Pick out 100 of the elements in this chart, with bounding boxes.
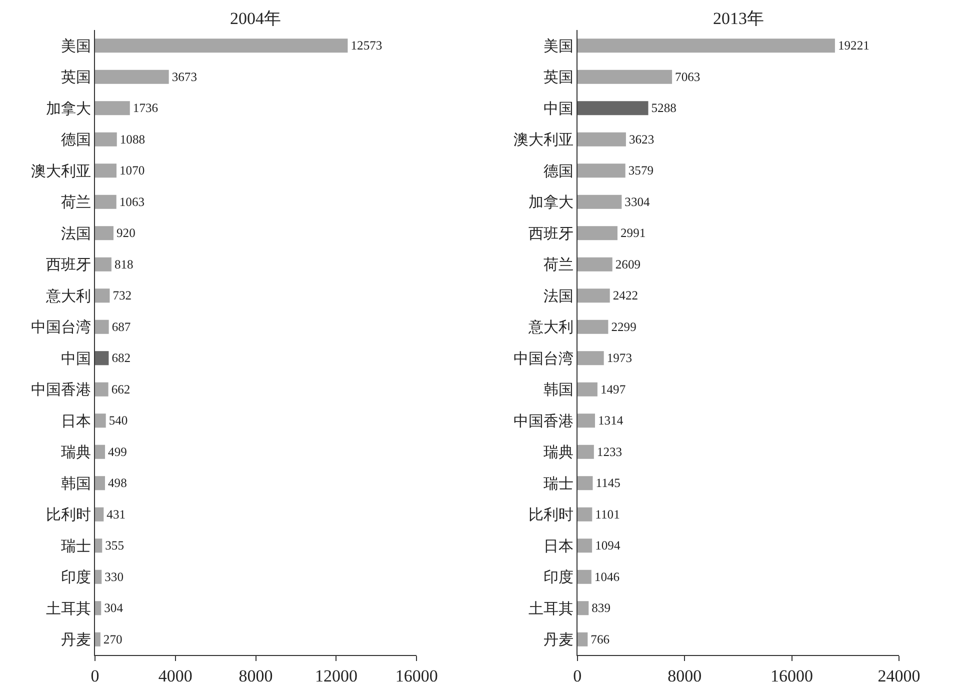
y-tick-label: 土耳其	[46, 599, 91, 618]
y-tick-label: 英国	[61, 68, 91, 86]
bar	[95, 38, 348, 53]
data-label: 499	[108, 444, 127, 459]
bar	[577, 601, 589, 616]
y-tick-label: 日本	[61, 412, 91, 430]
data-label: 3304	[624, 194, 651, 209]
x-tick-label: 4000	[158, 666, 192, 686]
chart-title: 2013年	[713, 9, 764, 28]
y-tick-label: 荷兰	[543, 256, 574, 274]
bar	[577, 632, 588, 646]
bar	[577, 288, 610, 303]
bar	[577, 226, 618, 240]
bar	[95, 507, 104, 522]
bar	[95, 226, 114, 240]
data-label: 818	[114, 257, 134, 272]
data-label: 19221	[838, 38, 870, 53]
y-tick-label: 中国	[61, 349, 91, 368]
data-label: 12573	[350, 38, 382, 53]
bar	[95, 70, 169, 84]
bar	[577, 538, 592, 553]
bar	[95, 351, 109, 366]
x-tick-label: 16000	[395, 666, 438, 686]
data-label: 3673	[172, 70, 197, 84]
bar	[95, 101, 130, 116]
data-label: 1094	[595, 538, 621, 553]
bar	[95, 288, 110, 303]
data-label: 1088	[120, 132, 146, 146]
data-label: 540	[108, 414, 128, 428]
bar	[577, 132, 626, 146]
y-tick-label: 澳大利亚	[31, 162, 91, 180]
x-tick-label: 8000	[668, 666, 702, 686]
y-tick-label: 韩国	[543, 380, 574, 399]
bar	[577, 164, 626, 178]
data-label: 498	[108, 476, 127, 490]
bar	[577, 70, 672, 84]
data-label: 7063	[675, 70, 700, 84]
data-label: 5288	[651, 101, 676, 116]
data-label: 1736	[132, 101, 158, 116]
y-tick-label: 中国台湾	[31, 318, 91, 336]
data-label: 270	[103, 632, 122, 646]
data-label: 1973	[606, 351, 632, 366]
data-label: 662	[111, 382, 130, 396]
bar	[95, 444, 106, 459]
bar	[577, 570, 592, 584]
y-tick-label: 澳大利亚	[513, 130, 574, 149]
y-tick-label: 比利时	[46, 506, 91, 524]
bar	[577, 257, 612, 272]
data-label: 687	[112, 320, 131, 334]
data-label: 1233	[596, 444, 622, 459]
y-tick-label: 德国	[61, 130, 91, 149]
y-tick-label: 瑞士	[61, 536, 91, 555]
y-tick-label: 比利时	[528, 506, 574, 524]
y-tick-label: 中国香港	[31, 380, 91, 399]
data-label: 839	[592, 601, 611, 616]
bar	[95, 257, 112, 272]
data-label: 1046	[594, 570, 620, 584]
y-tick-label: 意大利	[527, 318, 574, 336]
x-tick-label: 24000	[878, 666, 920, 686]
y-tick-label: 法国	[543, 286, 574, 305]
y-tick-label: 印度	[61, 568, 91, 586]
data-label: 2609	[615, 257, 641, 272]
bar	[577, 351, 604, 366]
y-tick-label: 中国	[543, 99, 574, 118]
x-tick-label: 12000	[314, 666, 358, 686]
bar	[577, 414, 596, 428]
data-label: 2299	[611, 320, 636, 334]
data-label: 3579	[628, 164, 654, 178]
chart-title: 2004年	[230, 9, 281, 28]
y-tick-label: 美国	[543, 36, 574, 55]
data-label: 3623	[628, 132, 654, 146]
data-label: 2991	[620, 226, 646, 240]
data-label: 2422	[612, 288, 638, 303]
bar	[577, 101, 648, 116]
y-tick-label: 土耳其	[528, 599, 574, 618]
data-label: 732	[112, 288, 132, 303]
bar	[95, 194, 116, 209]
y-tick-label: 丹麦	[543, 630, 574, 649]
bar	[95, 476, 106, 490]
data-label: 431	[106, 507, 126, 522]
x-tick-label: 0	[90, 666, 100, 686]
data-label: 1145	[596, 476, 620, 490]
data-label: 766	[590, 632, 610, 646]
y-tick-label: 德国	[543, 162, 574, 180]
data-label: 355	[105, 538, 124, 553]
bar	[95, 164, 117, 178]
y-tick-label: 瑞士	[543, 474, 574, 492]
y-tick-label: 日本	[543, 536, 574, 555]
y-tick-label: 加拿大	[528, 193, 574, 212]
y-tick-label: 印度	[543, 568, 574, 586]
data-label: 1070	[120, 164, 145, 178]
bar	[577, 382, 598, 396]
bar	[95, 414, 106, 428]
y-tick-label: 韩国	[61, 474, 91, 492]
bar	[95, 382, 108, 396]
bar	[577, 476, 593, 490]
data-label: 1063	[119, 194, 145, 209]
data-label: 1101	[595, 507, 620, 522]
bar	[95, 570, 102, 584]
y-tick-label: 瑞典	[543, 443, 574, 462]
